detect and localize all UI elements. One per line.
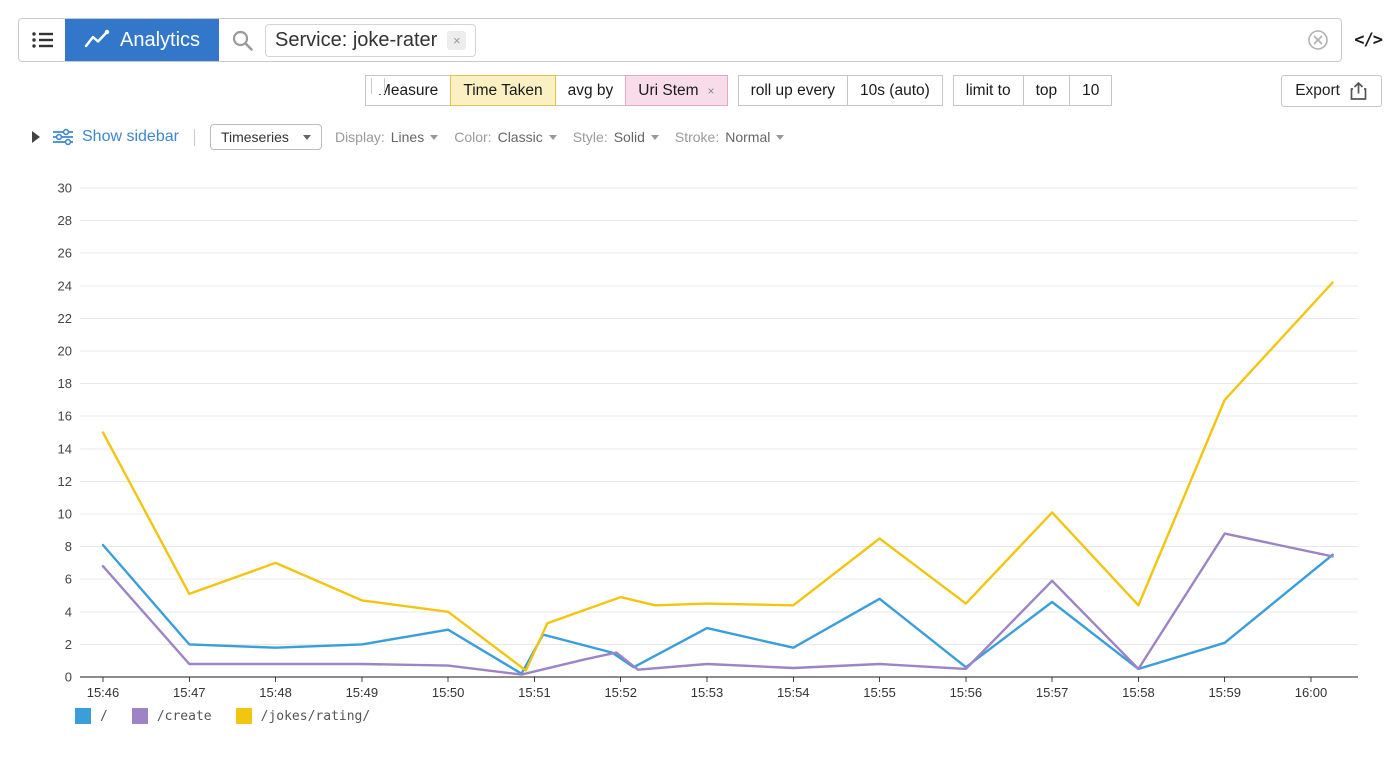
display-value: Lines — [390, 129, 425, 145]
analytics-button-label: Analytics — [120, 28, 201, 51]
search-icon — [231, 29, 254, 52]
service-filter-label: Service: joke-rater — [275, 28, 438, 51]
legend-item[interactable]: /create — [131, 708, 212, 724]
svg-text:26: 26 — [58, 246, 72, 261]
legend-swatch — [235, 708, 252, 724]
chart-line-icon — [84, 29, 110, 51]
chevron-down-icon — [776, 134, 785, 140]
legend-swatch — [131, 708, 148, 724]
chart-legend: / /create/jokes/rating/ — [75, 708, 1400, 724]
service-filter-tag[interactable]: Service: joke-rater × — [265, 23, 477, 57]
legend-item[interactable]: / — [75, 708, 108, 724]
avg-by-pill[interactable]: avg by — [554, 75, 627, 106]
rollup-group: roll up every 10s (auto) — [737, 75, 943, 106]
limit-value-pill[interactable]: 10 — [1069, 75, 1113, 106]
svg-text:15:46: 15:46 — [87, 685, 120, 700]
top-bar: Analytics Service: joke-rater × </> — [18, 18, 1383, 94]
svg-text:15:57: 15:57 — [1036, 685, 1069, 700]
clear-query-icon[interactable] — [1307, 29, 1329, 51]
legend-item[interactable]: /jokes/rating/ — [235, 708, 371, 724]
rollup-value-pill[interactable]: 10s (auto) — [847, 75, 943, 106]
stroke-control[interactable]: Stroke: Normal — [674, 129, 785, 145]
chevron-down-icon — [650, 134, 659, 140]
legend-label: / — [100, 708, 108, 724]
search-bar[interactable]: Analytics Service: joke-rater × — [18, 18, 1343, 62]
color-control[interactable]: Color: Classic — [454, 129, 557, 145]
svg-text:16: 16 — [58, 409, 72, 424]
svg-text:15:53: 15:53 — [691, 685, 724, 700]
svg-text:18: 18 — [58, 376, 72, 391]
view-type-value: Timeseries — [220, 129, 289, 145]
list-icon[interactable] — [30, 28, 56, 52]
svg-text:15:48: 15:48 — [259, 685, 292, 700]
sliders-icon — [52, 128, 74, 146]
legend-label: /jokes/rating/ — [260, 708, 371, 724]
svg-text:24: 24 — [58, 278, 72, 293]
query-builder-row: Measure Time Taken avg by Uri Stem × rol… — [365, 75, 1382, 107]
color-label: Color: — [454, 129, 492, 145]
svg-text:14: 14 — [58, 441, 72, 456]
stroke-label: Stroke: — [674, 129, 720, 145]
chevron-down-icon — [548, 134, 557, 140]
limit-group: limit to top 10 — [952, 75, 1113, 106]
svg-text:22: 22 — [58, 311, 72, 326]
svg-text:0: 0 — [65, 670, 72, 685]
svg-text:15:54: 15:54 — [777, 685, 810, 700]
svg-text:15:58: 15:58 — [1122, 685, 1155, 700]
style-value: Solid — [613, 129, 645, 145]
legend-label: /create — [156, 708, 212, 724]
legend-swatch — [75, 708, 91, 724]
svg-text:15:56: 15:56 — [950, 685, 983, 700]
svg-text:30: 30 — [58, 181, 72, 196]
chevron-right-icon[interactable] — [28, 129, 42, 145]
show-sidebar-link[interactable]: Show sidebar — [82, 128, 179, 145]
measure-value-pill[interactable]: Time Taken — [450, 75, 556, 106]
svg-text:28: 28 — [58, 213, 72, 228]
svg-text:16:00: 16:00 — [1295, 685, 1328, 700]
svg-text:4: 4 — [65, 604, 72, 619]
rollup-pill[interactable]: roll up every — [737, 75, 848, 106]
code-view-icon[interactable]: </> — [1354, 30, 1383, 50]
view-type-select[interactable]: Timeseries — [209, 124, 322, 150]
style-control[interactable]: Style: Solid — [573, 129, 659, 145]
group-by-value-label: Uri Stem — [638, 81, 699, 99]
style-label: Style: — [572, 129, 608, 145]
svg-text:10: 10 — [58, 507, 72, 522]
svg-text:15:51: 15:51 — [518, 685, 551, 700]
svg-text:2: 2 — [65, 637, 72, 652]
svg-text:12: 12 — [58, 474, 72, 489]
limit-mode-pill[interactable]: top — [1022, 75, 1071, 106]
stroke-value: Normal — [725, 129, 771, 145]
display-control[interactable]: Display: Lines — [334, 129, 439, 145]
remove-group-by-icon[interactable]: × — [707, 83, 715, 98]
chevron-down-icon — [302, 134, 311, 140]
measure-group: Measure Time Taken avg by Uri Stem × — [365, 75, 728, 106]
divider — [193, 128, 195, 146]
remove-filter-icon[interactable]: × — [447, 30, 467, 50]
display-label: Display: — [334, 129, 385, 145]
color-value: Classic — [497, 129, 543, 145]
limit-pill[interactable]: limit to — [952, 75, 1024, 106]
svg-text:15:49: 15:49 — [346, 685, 379, 700]
chevron-down-icon — [430, 134, 439, 140]
svg-text:8: 8 — [65, 539, 72, 554]
export-button-label: Export — [1295, 82, 1340, 99]
export-icon — [1349, 81, 1368, 101]
svg-text:20: 20 — [58, 344, 72, 359]
analytics-button[interactable]: Analytics — [65, 19, 220, 61]
svg-text:15:59: 15:59 — [1208, 685, 1241, 700]
chart-controls-row: Show sidebar Timeseries Display: Lines C… — [28, 124, 1382, 150]
group-by-value-pill[interactable]: Uri Stem × — [625, 75, 728, 106]
svg-text:15:52: 15:52 — [604, 685, 637, 700]
search-connector — [371, 78, 385, 94]
svg-text:15:55: 15:55 — [863, 685, 896, 700]
svg-text:15:47: 15:47 — [173, 685, 206, 700]
svg-text:15:50: 15:50 — [432, 685, 465, 700]
export-button[interactable]: Export — [1281, 75, 1382, 107]
svg-text:6: 6 — [65, 572, 72, 587]
